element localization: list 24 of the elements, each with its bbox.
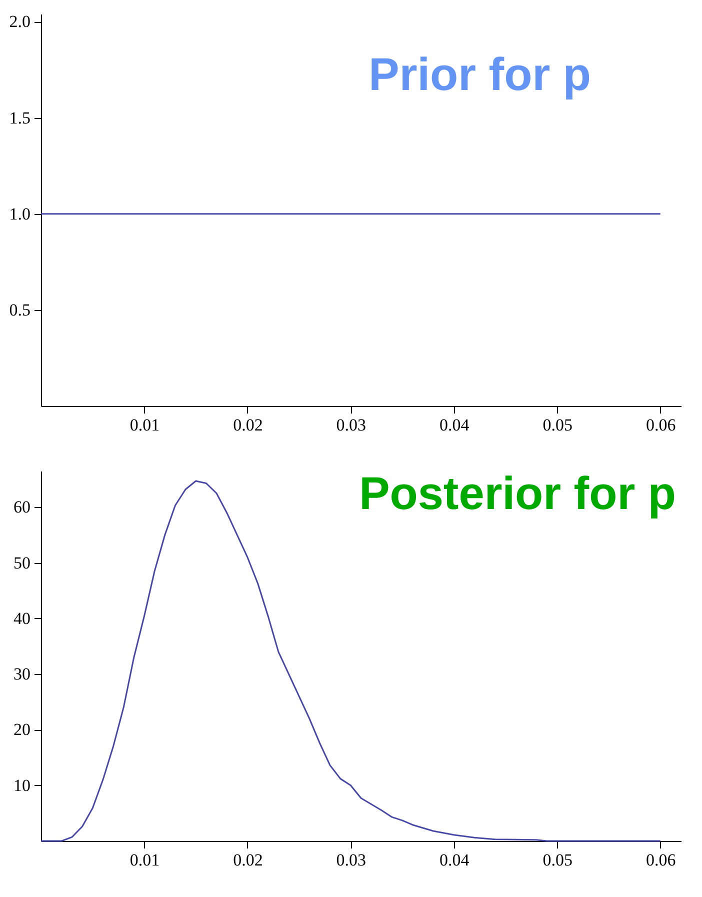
text: Prior for p [368,48,591,100]
y-tick-label: 10 [14,776,30,795]
x-tick-label: 0.01 [130,850,160,870]
x-tick-label: 0.02 [233,416,263,434]
y-tick-label: 20 [14,720,30,740]
x-tick-label: 0.05 [542,416,573,434]
x-tick-label: 0.05 [542,850,573,870]
x-tick-label: 0.03 [336,416,366,434]
y-tick-label: 1.0 [9,204,30,224]
y-tick-label: 40 [14,608,30,628]
x-tick-label: 0.02 [233,850,263,870]
x-tick-label: 0.04 [440,850,470,870]
y-tick-label: 1.5 [9,108,30,128]
x-tick-label: 0.01 [130,416,160,434]
y-tick-label: 30 [14,664,30,684]
y-tick-label: 60 [14,498,30,517]
x-tick-label: 0.06 [646,416,676,434]
y-tick-label: 0.5 [9,300,30,320]
x-tick-label: 0.03 [336,850,366,870]
y-tick-label: 50 [14,553,30,572]
x-tick-label: 0.06 [646,850,676,870]
y-tick-label: 2.0 [9,12,30,32]
x-tick-label: 0.04 [440,416,470,434]
chart-title: Posterior for p [359,467,676,519]
